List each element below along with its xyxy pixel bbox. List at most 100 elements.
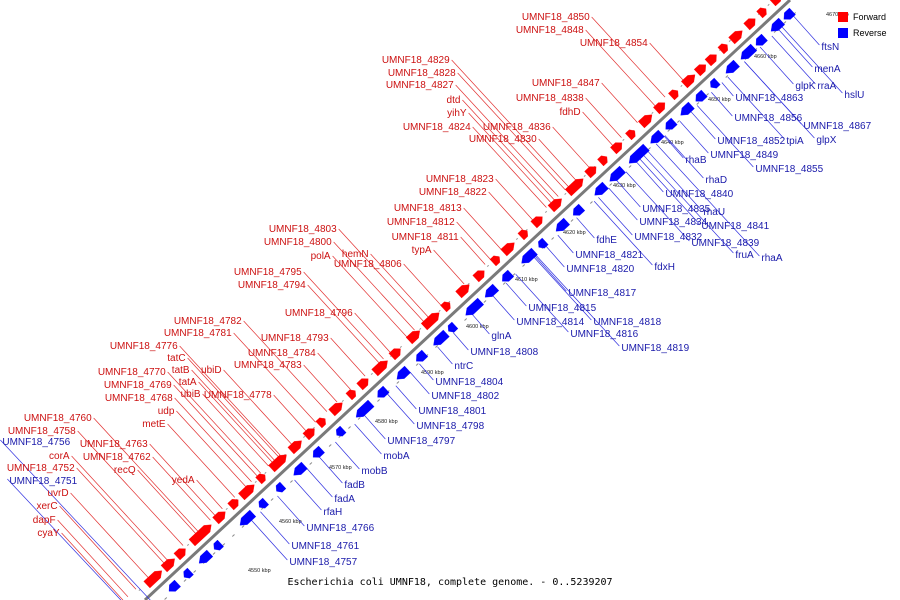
forward-gene-arrow [371, 360, 388, 377]
ruler-tick [467, 282, 470, 285]
leader-line-mobb [335, 441, 360, 470]
leader-line-umnf18-4770 [167, 371, 261, 474]
ruler-tick [341, 399, 344, 402]
forward-gene-arrow [610, 142, 623, 155]
gene-label-umnf18-4814: UMNF18_4814 [516, 317, 584, 328]
gene-label-umnf18-4817: UMNF18_4817 [568, 288, 636, 299]
gene-label-ubid: ubiD [201, 365, 222, 376]
gene-label-fada: fadA [334, 494, 355, 505]
leader-line-ntrc [437, 346, 453, 365]
gene-label-umnf18-4815: UMNF18_4815 [528, 303, 596, 314]
gene-label-umnf18-4847: UMNF18_4847 [532, 78, 600, 89]
reverse-gene-arrow [783, 7, 796, 20]
gene-label-umnf18-4804: UMNF18_4804 [435, 377, 503, 388]
leader-line-fadb [319, 456, 343, 484]
gene-label-fdhd: fdhD [559, 107, 580, 118]
leader-line-hslu [781, 26, 843, 94]
reverse-gene-arrow [396, 365, 411, 380]
gene-label-mobb: mobB [361, 466, 387, 477]
reverse-gene-arrow [198, 549, 214, 564]
reverse-gene-arrow [355, 399, 375, 418]
gene-label-umnf18-4856: UMNF18_4856 [734, 113, 802, 124]
leader-line-umnf18-4760 [93, 417, 199, 532]
gene-label-glpx: glpX [816, 135, 836, 146]
ruler-tick [225, 507, 228, 510]
leader-line-umnf18-4813 [463, 207, 502, 250]
leader-line-umnf18-4768 [174, 397, 252, 483]
leader-line-umnf18-4823 [495, 178, 534, 221]
gene-label-tata: tatA [179, 377, 197, 388]
forward-gene-arrow [143, 570, 162, 589]
leader-line-umnf18-4835 [616, 180, 641, 208]
reverse-gene-arrow [755, 33, 768, 46]
forward-gene-arrow [680, 74, 696, 89]
leader-line-umnf18-4798 [387, 393, 415, 425]
map-caption: Escherichia coli UMNF18, complete genome… [287, 577, 613, 588]
forward-gene-arrow [315, 417, 326, 429]
reverse-gene-arrow [725, 59, 740, 74]
gene-label-umnf18-4823: UMNF18_4823 [426, 174, 494, 185]
forward-gene-arrow [517, 229, 528, 241]
leader-line-umnf18-4839 [625, 171, 690, 242]
forward-gene-arrow [489, 255, 501, 267]
gene-label-umnf18-4795: UMNF18_4795 [234, 267, 302, 278]
leader-line-umnf18-4758 [77, 430, 184, 546]
reverse-gene-arrow [573, 203, 586, 216]
gene-label-umnf18-4855: UMNF18_4855 [755, 164, 823, 175]
ruler-tick [677, 120, 680, 123]
leader-line-umnf18-4847 [601, 82, 638, 123]
leader-line-umnf18-4769 [173, 384, 258, 477]
forward-gene-arrow [597, 155, 608, 167]
leader-line-tata [198, 381, 273, 463]
leader-line-umnf18-4752 [76, 467, 165, 564]
gene-label-umnf18-4761: UMNF18_4761 [291, 541, 359, 552]
gene-label-tatb: tatB [172, 365, 190, 376]
leader-line-rhad [664, 135, 704, 179]
ruler-tick [728, 39, 731, 42]
leader-line-umnf18-4756 [0, 439, 151, 600]
forward-gene-arrow [584, 166, 597, 179]
gene-label-umnf18-4762: UMNF18_4762 [83, 452, 151, 463]
leader-line-umnf18-4827 [455, 84, 559, 197]
leader-line-umnf18-4800 [333, 241, 415, 331]
gene-label-umnf18-4783: UMNF18_4783 [234, 360, 302, 371]
ruler-tick [254, 480, 257, 483]
gene-label-umnf18-4820: UMNF18_4820 [566, 264, 634, 275]
ruler-tick [231, 534, 235, 537]
leader-line-pola [332, 255, 408, 338]
forward-gene-arrow [356, 378, 369, 391]
forward-gene-arrow [160, 558, 175, 573]
gene-label-udp: udp [158, 406, 175, 417]
leader-line-umnf18-4781 [233, 332, 316, 423]
reverse-gene-arrow [336, 425, 347, 437]
gene-label-umnf18-4830: UMNF18_4830 [469, 134, 537, 145]
forward-gene-arrow [188, 524, 212, 547]
ruler-tick [502, 282, 506, 285]
reverse-leader-lines [0, 15, 843, 600]
reverse-gene-arrow [258, 497, 270, 509]
gene-label-hslu: hslU [844, 90, 864, 101]
ruler-tick [583, 174, 586, 177]
leader-line-umnf18-4819 [535, 255, 620, 347]
gene-label-umnf18-4793: UMNF18_4793 [261, 333, 329, 344]
gene-label-umnf18-4835: UMNF18_4835 [642, 204, 710, 215]
reverse-gene-arrow [665, 117, 678, 130]
ruler-tick [303, 435, 306, 438]
leader-line-umnf18-4762 [152, 456, 211, 521]
ruler-tick [680, 84, 683, 87]
gene-label-umnf18-4796: UMNF18_4796 [285, 308, 353, 319]
leader-line-fada [306, 468, 333, 498]
gene-label-glpk: glpK [795, 81, 815, 92]
leader-line-umnf18-4808 [452, 332, 469, 351]
reverse-gene-arrow [183, 567, 194, 579]
gene-label-recq: recQ [114, 465, 136, 476]
leader-line-umnf18-4828 [457, 72, 566, 191]
leader-line-umnf18-4806 [403, 263, 442, 306]
ruler-tick [264, 471, 267, 474]
ruler-tick [222, 543, 226, 546]
reverse-gene-arrow [555, 217, 571, 232]
gene-label-ftsn: ftsN [821, 42, 839, 53]
leader-line-umnf18-4814 [492, 295, 515, 321]
forward-gene-arrow [564, 178, 584, 197]
